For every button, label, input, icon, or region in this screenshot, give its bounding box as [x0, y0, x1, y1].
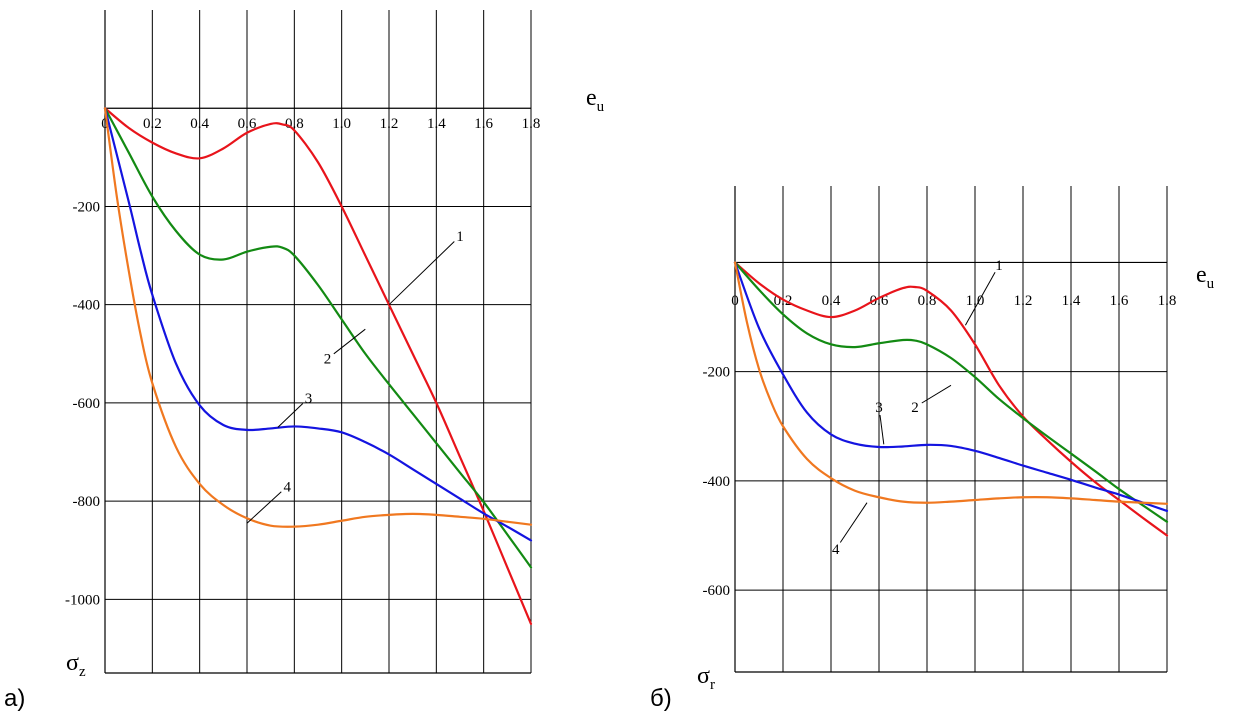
y-tick-label: -600	[73, 396, 101, 412]
x-tick-label: 1.2	[380, 116, 399, 132]
x-tick-label: 0.6	[238, 116, 257, 132]
tick-labels: 0 0.2 0.4 0.6 0.8 1.0 1.2 1.4 1.6 1.8-200-400-600	[703, 293, 1177, 599]
x-tick-label: 0	[101, 116, 109, 132]
series-leader-4	[839, 502, 868, 543]
grid	[104, 10, 532, 674]
series-leader-1	[388, 241, 455, 306]
y-tick-label: -200	[73, 199, 101, 215]
x-tick-label: 1.4	[1062, 293, 1081, 309]
series-lines	[103, 107, 533, 625]
series-line-1	[103, 107, 533, 625]
series-leader-1	[964, 271, 996, 326]
series-line-3	[103, 107, 533, 542]
series-labels: 1 2 3 4	[832, 258, 1003, 558]
y-tick-label: -1000	[65, 592, 100, 608]
x-tick-label: 1.4	[427, 116, 446, 132]
x-tick-label: 0.2	[143, 116, 162, 132]
tick-labels: 0 0.2 0.4 0.6 0.8 1.0 1.2 1.4 1.6 1.8 -200 -400 -600…	[65, 116, 540, 608]
y-tick-label: -200	[703, 365, 731, 381]
x-tick-label: 0.8	[918, 293, 937, 309]
series-line-2	[733, 261, 1169, 523]
series-line-1	[733, 261, 1169, 537]
series-leader-4	[246, 491, 282, 524]
y-tick-label: -400	[703, 474, 731, 490]
x-tick-label: 1.8	[522, 116, 541, 132]
x-tick-label: 1.6	[1110, 293, 1129, 309]
x-tick-label: 0.4	[822, 293, 841, 309]
series-label-1: 1	[456, 229, 464, 245]
series-label-3: 3	[875, 400, 883, 416]
x-tick-label: 1.0	[966, 293, 985, 309]
series-label-2: 2	[911, 400, 919, 416]
panel-label: а)	[4, 685, 25, 712]
x-axis-label: eu	[1196, 262, 1215, 292]
x-tick-label: 1.2	[1014, 293, 1033, 309]
chart-panel-a: 0 0.2 0.4 0.6 0.8 1.0 1.2 1.4 1.6 1.8 -200 -400 -600…	[4, 10, 605, 712]
x-tick-label: 0.6	[870, 293, 889, 309]
series-label-1: 1	[995, 258, 1003, 274]
series-label-3: 3	[305, 391, 313, 407]
y-tick-label: -800	[73, 494, 101, 510]
grid	[734, 186, 1168, 673]
series-leader-2	[921, 384, 952, 404]
x-axis-label: eu	[586, 85, 605, 115]
x-tick-label: 1.6	[474, 116, 493, 132]
x-tick-label: 0.8	[285, 116, 304, 132]
x-tick-label: 1.8	[1158, 293, 1177, 309]
series-leader-3	[879, 415, 885, 445]
series-line-3	[733, 261, 1169, 513]
y-axis-label: σz	[66, 650, 86, 680]
series-line-4	[733, 261, 1169, 505]
series-labels: 1 2 3 4	[246, 229, 464, 524]
chart-panel-b: 0 0.2 0.4 0.6 0.8 1.0 1.2 1.4 1.6 1.8-200-400-600…	[650, 186, 1215, 712]
series-leader-3	[277, 403, 304, 428]
y-axis-label: σr	[697, 663, 715, 693]
x-tick-label: 1.0	[332, 116, 351, 132]
series-lines	[733, 261, 1169, 537]
y-tick-label: -400	[73, 298, 101, 314]
panel-label: б)	[650, 685, 672, 712]
series-line-4	[103, 107, 533, 528]
series-leader-2	[333, 328, 366, 355]
y-tick-label: -600	[703, 583, 731, 599]
series-label-2: 2	[324, 352, 332, 368]
series-label-4: 4	[832, 542, 840, 558]
series-line-2	[103, 107, 533, 569]
x-tick-label: 0.4	[190, 116, 209, 132]
series-label-4: 4	[283, 479, 291, 495]
x-tick-label: 0	[731, 293, 739, 309]
